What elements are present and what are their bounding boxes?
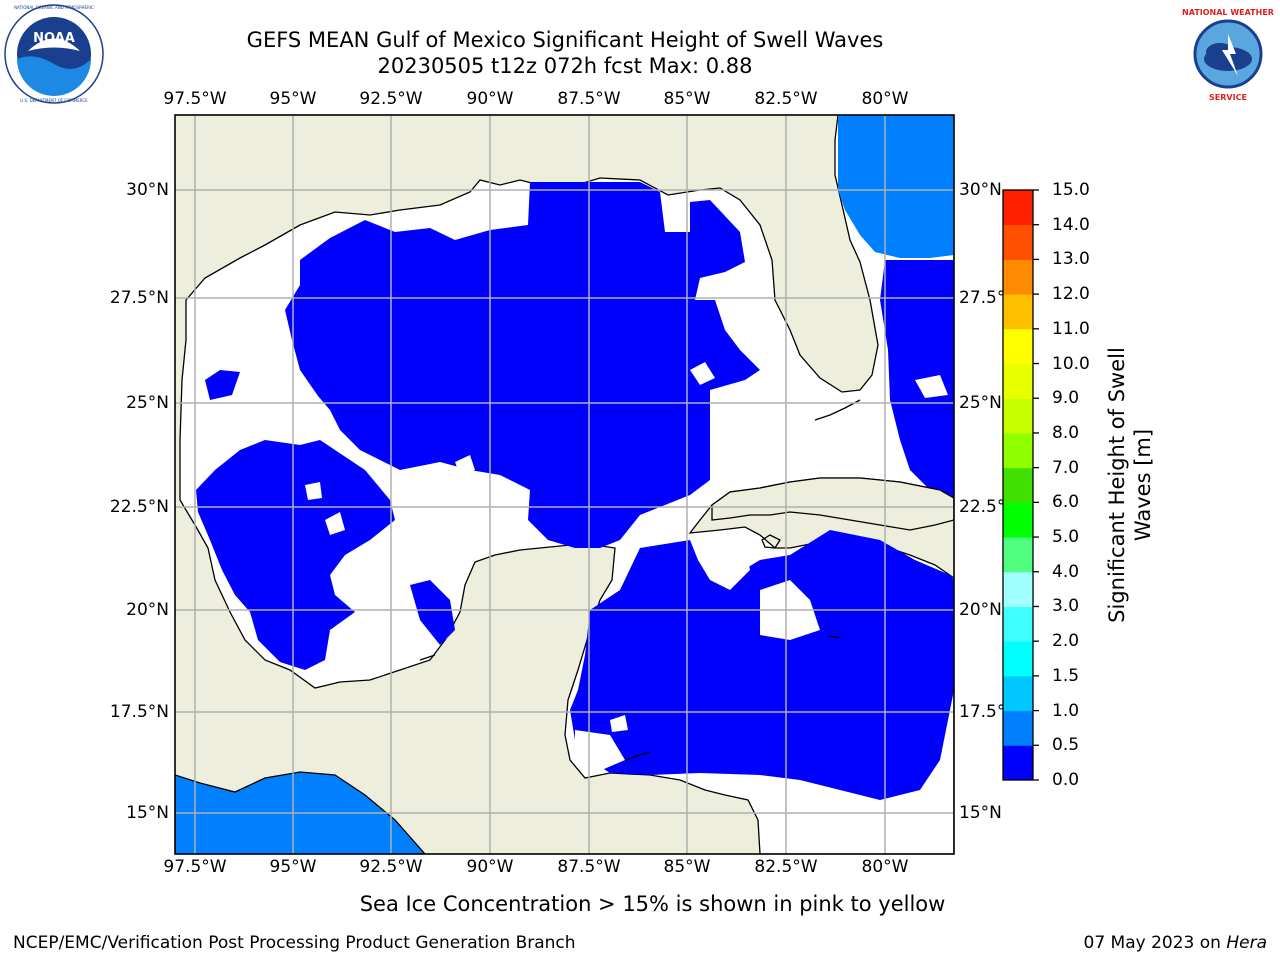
lon-tick-label: 95°W bbox=[269, 89, 317, 109]
colorbar-tick-label: 10.0 bbox=[1052, 353, 1090, 374]
lon-tick-label: 90°W bbox=[466, 89, 514, 109]
lat-tick-label: 22.5°N bbox=[109, 497, 169, 517]
nws-logo: NATIONAL WEATHER SERVICE bbox=[1179, 5, 1277, 103]
lon-tick-label: 87.5°W bbox=[557, 857, 621, 877]
colorbar-tick-label: 7.0 bbox=[1052, 457, 1080, 478]
colorbar-tick-label: 9.0 bbox=[1052, 388, 1080, 409]
lat-tick-label: 20°N bbox=[126, 600, 169, 620]
colorbar-tick-label: 1.5 bbox=[1052, 665, 1080, 686]
lon-tick-label: 80°W bbox=[861, 857, 909, 877]
lon-tick-label: 97.5°W bbox=[163, 857, 227, 877]
colorbar-tick-label: 8.0 bbox=[1052, 422, 1080, 443]
footer-credit: NCEP/EMC/Verification Post Processing Pr… bbox=[13, 933, 576, 953]
graticule bbox=[175, 115, 954, 854]
colorbar-tick-label: 2.0 bbox=[1052, 631, 1080, 652]
svg-text:U.S. DEPARTMENT OF COMMERCE: U.S. DEPARTMENT OF COMMERCE bbox=[20, 98, 88, 103]
svg-text:NATIONAL OCEANIC AND ATMOSPHER: NATIONAL OCEANIC AND ATMOSPHERIC bbox=[14, 5, 94, 10]
colorbar-tick-label: 14.0 bbox=[1052, 214, 1090, 235]
colorbar-band bbox=[1003, 467, 1033, 503]
lon-tick-label: 97.5°W bbox=[163, 89, 227, 109]
lon-tick-label: 82.5°W bbox=[754, 857, 818, 877]
footer-date: 07 May 2023 on Hera bbox=[1084, 932, 1268, 954]
lat-tick-label: 25°N bbox=[126, 393, 169, 413]
colorbar-band bbox=[1003, 432, 1033, 469]
lat-tick-label: 25°N bbox=[959, 393, 1002, 413]
colorbar-band bbox=[1003, 745, 1033, 781]
chart-title: GEFS MEAN Gulf of Mexico Significant Hei… bbox=[246, 28, 884, 52]
lon-tick-label: 90°W bbox=[466, 857, 514, 877]
colorbar-tick-label: 1.0 bbox=[1052, 700, 1080, 721]
lat-tick-label: 15°N bbox=[959, 803, 1002, 823]
colorbar-tick-label: 0.5 bbox=[1052, 735, 1080, 756]
colorbar-tick-label: 13.0 bbox=[1052, 249, 1090, 270]
colorbar-band bbox=[1003, 294, 1033, 330]
colorbar-frame bbox=[1002, 189, 1034, 781]
colorbar-title: Significant Height of Swell Waves [m] bbox=[1105, 347, 1155, 623]
colorbar-tick-label: 3.0 bbox=[1052, 596, 1080, 617]
colorbar-band bbox=[1003, 571, 1033, 607]
lon-tick-label: 92.5°W bbox=[359, 89, 423, 109]
islands bbox=[419, 399, 861, 761]
lon-tick-label: 95°W bbox=[269, 857, 317, 877]
lat-tick-label: 30°N bbox=[959, 180, 1002, 200]
footer-date-text: 07 May 2023 on bbox=[1083, 933, 1227, 953]
colorbar-band bbox=[1003, 710, 1033, 746]
colorbar-tick-label: 15.0 bbox=[1052, 180, 1090, 200]
svg-text:NATIONAL WEATHER: NATIONAL WEATHER bbox=[1182, 8, 1274, 17]
colorbar-tick-label: 5.0 bbox=[1052, 527, 1080, 548]
colorbar-band bbox=[1003, 675, 1033, 712]
swell-area-0-0.5 bbox=[196, 182, 954, 800]
chart-subtitle: 20230505 t12z 072h fcst Max: 0.88 bbox=[377, 54, 753, 78]
atlantic-swell-area bbox=[838, 115, 954, 258]
colorbar-tick-label: 11.0 bbox=[1052, 318, 1090, 339]
map-frame bbox=[174, 114, 955, 855]
svg-text:NOAA: NOAA bbox=[33, 31, 75, 46]
svg-text:SERVICE: SERVICE bbox=[1209, 93, 1247, 102]
sea-ice-note: Sea Ice Concentration > 15% is shown in … bbox=[359, 892, 946, 916]
colorbar-band bbox=[1003, 259, 1033, 295]
colorbar-tick-label: 6.0 bbox=[1052, 492, 1080, 513]
colorbar-band bbox=[1003, 190, 1033, 226]
lon-tick-label: 85°W bbox=[663, 857, 711, 877]
colorbar-band bbox=[1003, 606, 1033, 642]
colorbar-tick-label: 4.0 bbox=[1052, 561, 1080, 582]
lon-tick-label: 80°W bbox=[861, 89, 909, 109]
colorbar-band bbox=[1003, 537, 1033, 573]
noaa-logo: NOAA NATIONAL OCEANIC AND ATMOSPHERIC U.… bbox=[4, 4, 104, 104]
lat-tick-label: 30°N bbox=[126, 180, 169, 200]
lon-tick-label: 92.5°W bbox=[359, 857, 423, 877]
lon-tick-label: 87.5°W bbox=[557, 89, 621, 109]
lat-tick-label: 20°N bbox=[959, 600, 1002, 620]
colorbar-band bbox=[1003, 328, 1033, 365]
cuba bbox=[711, 477, 954, 531]
lat-tick-label: 17.5°N bbox=[109, 702, 169, 722]
colorbar-band bbox=[1003, 398, 1033, 434]
colorbar-band bbox=[1003, 363, 1033, 399]
colorbar-band bbox=[1003, 502, 1033, 538]
colorbar-band bbox=[1003, 224, 1033, 260]
lon-tick-label: 85°W bbox=[663, 89, 711, 109]
lat-tick-label: 15°N bbox=[126, 803, 169, 823]
lat-tick-label: 27.5°N bbox=[109, 288, 169, 308]
colorbar-tick-label: 0.0 bbox=[1052, 770, 1080, 790]
colorbar-band bbox=[1003, 641, 1033, 677]
lon-tick-label: 82.5°W bbox=[754, 89, 818, 109]
colorbar-tick-label: 12.0 bbox=[1052, 284, 1090, 305]
footer-machine: Hera bbox=[1226, 933, 1267, 953]
